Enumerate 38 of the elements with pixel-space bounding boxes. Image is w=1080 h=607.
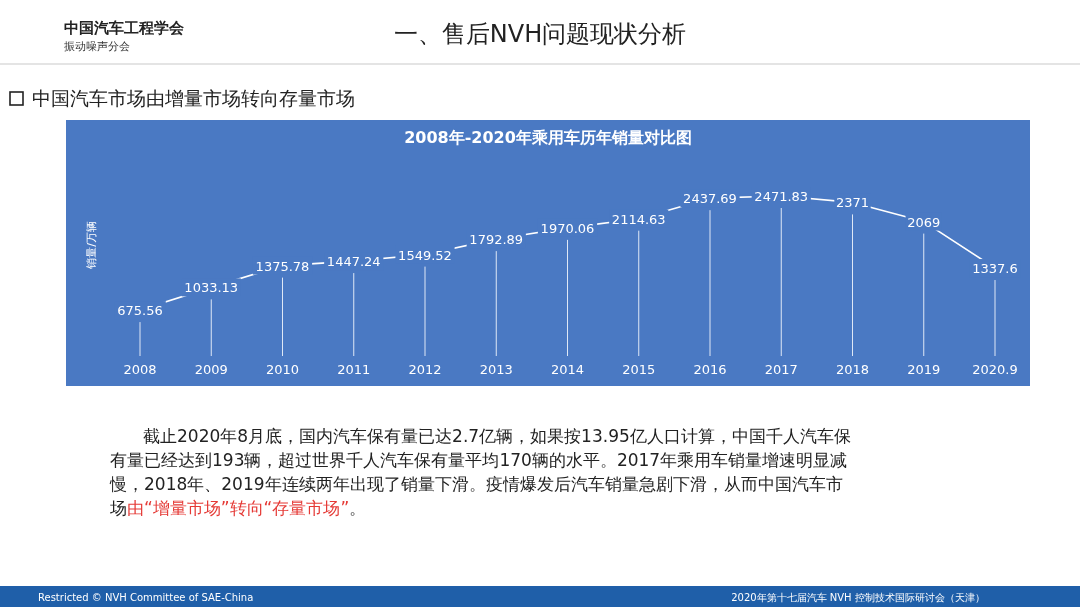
- x-tick-label: 2015: [622, 362, 656, 377]
- data-label: 1033.13: [184, 280, 239, 296]
- x-tick-label: 2017: [764, 362, 798, 377]
- text: 中国汽车工程学会: [64, 19, 185, 37]
- x-tick-label: 2018: [835, 362, 870, 377]
- x-tick-label: 2012: [408, 362, 442, 377]
- data-label: 1337.6: [972, 261, 1018, 277]
- text: 一、售后NVH问题现状分析: [393, 20, 687, 48]
- x-tick-label: 2008: [123, 362, 157, 377]
- chart-title: 2008年-2020年乘用车历年销量对比图: [404, 128, 692, 147]
- text: 。: [349, 498, 367, 518]
- data-label: 675.56: [117, 303, 163, 319]
- text: 振动噪声分会: [64, 40, 130, 53]
- data-label: 1970.06: [540, 220, 595, 236]
- text: 有量已经达到193辆，超过世界千人汽车保有量平均170辆的水平。2017年乘用车销量增速明显减: [110, 450, 848, 470]
- data-label: 1549.52: [398, 247, 452, 263]
- data-label: 1447.24: [326, 254, 381, 270]
- x-tick-label: 2019: [907, 362, 941, 377]
- x-tick-label: 2011: [337, 362, 371, 377]
- text: 截止2020年8月底，国内汽车保有量已达2.7亿辆，如果按13.95亿人口计算，中国千人汽车保: [143, 426, 851, 446]
- y-axis-title: 销量/万辆: [85, 221, 98, 270]
- text: 中国汽车市场由增量市场转向存量市场: [32, 87, 355, 109]
- x-tick-label: 2010: [265, 362, 300, 377]
- x-tick-label: 2014: [550, 362, 585, 377]
- data-label: 2114.63: [611, 211, 666, 227]
- text: 由“增量市场”转向“存量市场”: [127, 498, 350, 518]
- x-tick-label: 2016: [693, 362, 727, 377]
- x-tick-label: 2013: [479, 362, 513, 377]
- x-tick-label: 2009: [194, 362, 228, 377]
- data-label: 1375.78: [255, 258, 310, 274]
- data-label: 2471.83: [754, 189, 809, 204]
- text: 2020年第十七届汽车 NVH 控制技术国际研讨会（天津）: [731, 592, 985, 603]
- text: 场: [109, 498, 127, 518]
- data-label: 1792.89: [469, 232, 524, 248]
- x-tick-label: 2020.9: [972, 362, 1018, 377]
- text: 慢，2018年、2019年连续两年出现了销量下滑。疫情爆发后汽车销量急剧下滑，从而中国汽车市: [109, 474, 843, 494]
- data-label: 2437.69: [683, 191, 737, 207]
- text: Restricted © NVH Committee of SAE-China: [38, 592, 254, 603]
